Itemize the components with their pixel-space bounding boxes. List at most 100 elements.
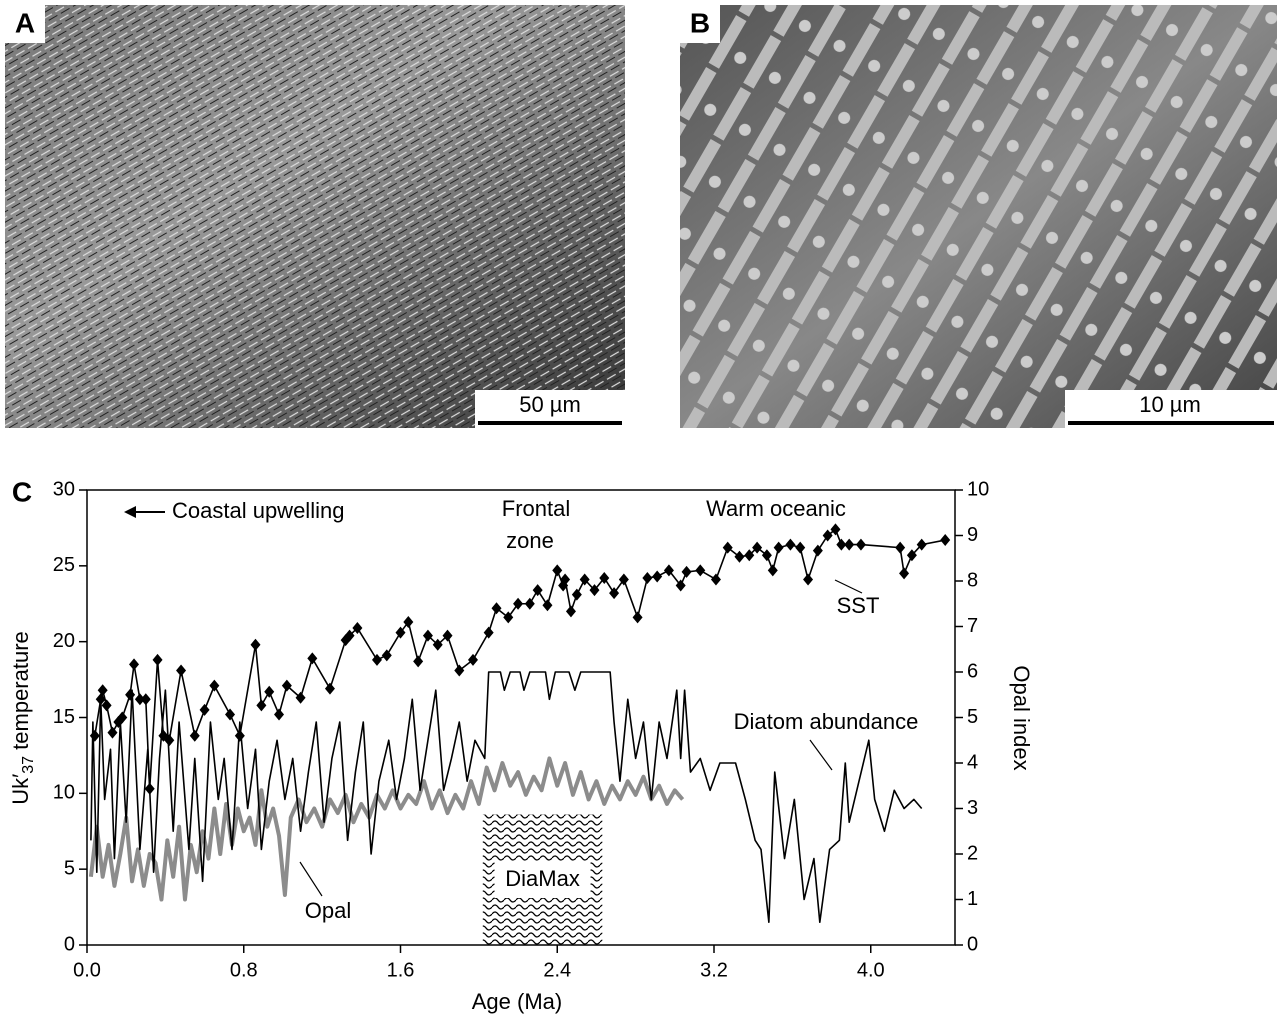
photo-a-texture	[5, 5, 625, 428]
data-point	[812, 544, 823, 557]
label-box	[5, 5, 45, 43]
panel-letter: A	[15, 7, 35, 38]
y2-tick-label: 10	[967, 478, 989, 500]
annotation: Warm oceanic	[706, 496, 846, 521]
x-tick-label: 0.0	[73, 959, 101, 981]
y2-tick-label: 7	[967, 615, 978, 637]
data-point	[579, 573, 590, 586]
data-point	[89, 729, 100, 742]
label-box	[680, 5, 720, 43]
annotation: Coastal upwelling	[172, 498, 344, 523]
data-point	[234, 729, 245, 742]
data-point	[589, 584, 600, 597]
data-point	[618, 573, 629, 586]
data-point	[773, 541, 784, 554]
data-point	[307, 652, 318, 665]
data-point	[274, 708, 285, 721]
data-point	[632, 611, 643, 624]
data-point	[413, 655, 424, 668]
annotation: zone	[506, 528, 554, 553]
data-point	[144, 782, 155, 795]
data-point	[675, 579, 686, 592]
data-point	[906, 549, 917, 562]
data-point	[381, 649, 392, 662]
leader-line	[809, 739, 833, 771]
data-point	[722, 541, 733, 554]
data-point	[199, 703, 210, 716]
y2-tick-label: 0	[967, 933, 978, 955]
data-point	[256, 699, 267, 712]
scale-bar-label: 50 µm	[519, 392, 581, 417]
data-point	[344, 629, 355, 642]
data-point	[795, 541, 806, 554]
y2-tick-label: 8	[967, 569, 978, 591]
x-axis-label: Age (Ma)	[472, 989, 562, 1014]
data-point	[97, 684, 108, 697]
data-point	[542, 599, 553, 612]
data-point	[209, 679, 220, 692]
scale-bar-label: 10 µm	[1139, 392, 1201, 417]
data-point	[642, 571, 653, 584]
data-point	[830, 523, 841, 536]
data-point	[744, 549, 755, 562]
diamax-label-bg	[494, 862, 591, 898]
series-line	[94, 528, 946, 790]
data-point	[107, 726, 118, 739]
data-point	[117, 711, 128, 724]
scale-bar	[478, 421, 622, 425]
data-point	[599, 571, 610, 584]
series-label: Diatom abundance	[734, 709, 919, 734]
data-point	[836, 538, 847, 551]
y2-axis-label: Opal index	[1009, 665, 1034, 770]
data-point	[895, 541, 906, 554]
arrow-head	[124, 506, 136, 518]
data-point	[189, 729, 200, 742]
y2-tick-label: 5	[967, 706, 978, 728]
y-axis-label: Uk′37 temperature	[8, 631, 37, 805]
data-point	[140, 693, 151, 706]
data-point	[281, 679, 292, 692]
leader-line	[299, 861, 323, 897]
data-point	[844, 538, 855, 551]
data-point	[176, 664, 187, 677]
data-point	[250, 638, 261, 651]
data-point	[422, 629, 433, 642]
data-point	[403, 615, 414, 628]
data-point	[652, 570, 663, 583]
x-tick-label: 2.4	[543, 959, 571, 981]
data-point	[855, 538, 866, 551]
panel-letter: B	[690, 7, 710, 38]
series-label: SST	[837, 593, 880, 618]
data-point	[560, 573, 571, 586]
panel-letter: C	[12, 476, 32, 507]
data-point	[681, 565, 692, 578]
y-tick-label: 15	[53, 706, 75, 728]
data-point	[95, 693, 106, 706]
data-point	[352, 622, 363, 635]
y-tick-label: 25	[53, 554, 75, 576]
x-tick-label: 3.2	[700, 959, 728, 981]
data-point	[225, 708, 236, 721]
data-point	[101, 699, 112, 712]
scale-bar	[1068, 421, 1274, 425]
data-point	[767, 564, 778, 577]
data-point	[442, 629, 453, 642]
data-point	[663, 564, 674, 577]
data-point	[129, 658, 140, 671]
data-point	[940, 534, 951, 547]
data-point	[467, 653, 478, 666]
y-label-part: 37	[20, 756, 37, 774]
data-point	[571, 588, 582, 601]
data-point	[695, 564, 706, 577]
data-point	[785, 538, 796, 551]
data-point	[609, 587, 620, 600]
data-point	[125, 688, 136, 701]
data-point	[432, 638, 443, 651]
data-point	[264, 685, 275, 698]
data-point	[371, 653, 382, 666]
series-label: Opal	[305, 898, 351, 923]
data-point	[752, 541, 763, 554]
series-line	[90, 671, 923, 924]
